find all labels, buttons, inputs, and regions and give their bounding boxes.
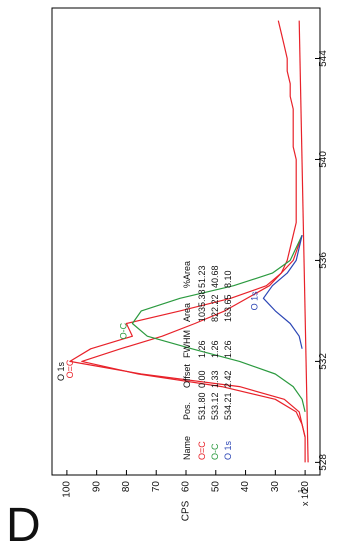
series-comp_O1s_blue bbox=[262, 235, 303, 349]
table-cell: 2.42 bbox=[223, 370, 233, 388]
table-cell: 531.80 bbox=[197, 392, 207, 420]
cps-tick-label: 50 bbox=[210, 481, 221, 493]
table-cell: 1.26 bbox=[223, 340, 233, 358]
cps-tick-label: 20 bbox=[300, 481, 311, 493]
cps-tick-label: 100 bbox=[62, 481, 73, 498]
table-header: FWHM bbox=[182, 330, 192, 358]
energy-tick-label: 536 bbox=[318, 252, 329, 269]
peak-annotation: O 1s bbox=[249, 291, 259, 311]
table-cell: 1.26 bbox=[197, 340, 207, 358]
series-baseline bbox=[298, 20, 309, 463]
table-cell: 1035.38 bbox=[197, 289, 207, 322]
energy-tick-label: 540 bbox=[318, 151, 329, 168]
cps-multiplier-exponent: 1 bbox=[298, 489, 305, 493]
series-comp_OC_green bbox=[131, 234, 306, 413]
cps-multiplier: x 10 bbox=[300, 489, 310, 506]
table-cell: 0.00 bbox=[197, 370, 207, 388]
cps-tick-label: 90 bbox=[91, 481, 102, 493]
table-cell: 163.65 bbox=[223, 294, 233, 322]
cps-tick-label: 80 bbox=[121, 481, 132, 493]
cps-axis-label: CPS bbox=[181, 500, 192, 521]
energy-tick-label: 544 bbox=[318, 50, 329, 67]
peak-annotation: O=C bbox=[65, 359, 75, 378]
table-row-name: O-C bbox=[210, 443, 220, 460]
peak-annotation: O 1s bbox=[56, 362, 66, 382]
table-cell: 533.12 bbox=[210, 392, 220, 420]
table-header: Pos. bbox=[182, 402, 192, 420]
panel-label: D bbox=[6, 499, 41, 552]
table-header: Name bbox=[182, 436, 192, 460]
table-header: Offset bbox=[182, 364, 192, 388]
table-cell: 40.68 bbox=[210, 265, 220, 288]
table-cell: 1.33 bbox=[210, 370, 220, 388]
table-header: %Area bbox=[182, 261, 192, 288]
energy-tick-label: 532 bbox=[318, 353, 329, 370]
cps-tick-label: 60 bbox=[181, 481, 192, 493]
series-envelope bbox=[69, 20, 306, 463]
cps-tick-label: 40 bbox=[240, 481, 251, 493]
cps-tick-label: 30 bbox=[270, 481, 281, 493]
table-header: Area bbox=[182, 303, 192, 322]
table-row-name: O=C bbox=[197, 441, 207, 460]
cps-tick-label: 70 bbox=[151, 481, 162, 493]
peak-annotation: O-C bbox=[118, 322, 128, 339]
table-cell: 8.10 bbox=[223, 270, 233, 288]
series-comp_OC_red bbox=[81, 235, 306, 438]
table-cell: 822.22 bbox=[210, 294, 220, 322]
energy-tick-label: 528 bbox=[318, 454, 329, 471]
table-cell: 534.21 bbox=[223, 392, 233, 420]
table-row-name: O 1s bbox=[223, 440, 233, 460]
table-cell: 51.23 bbox=[197, 265, 207, 288]
table-cell: 1.26 bbox=[210, 340, 220, 358]
